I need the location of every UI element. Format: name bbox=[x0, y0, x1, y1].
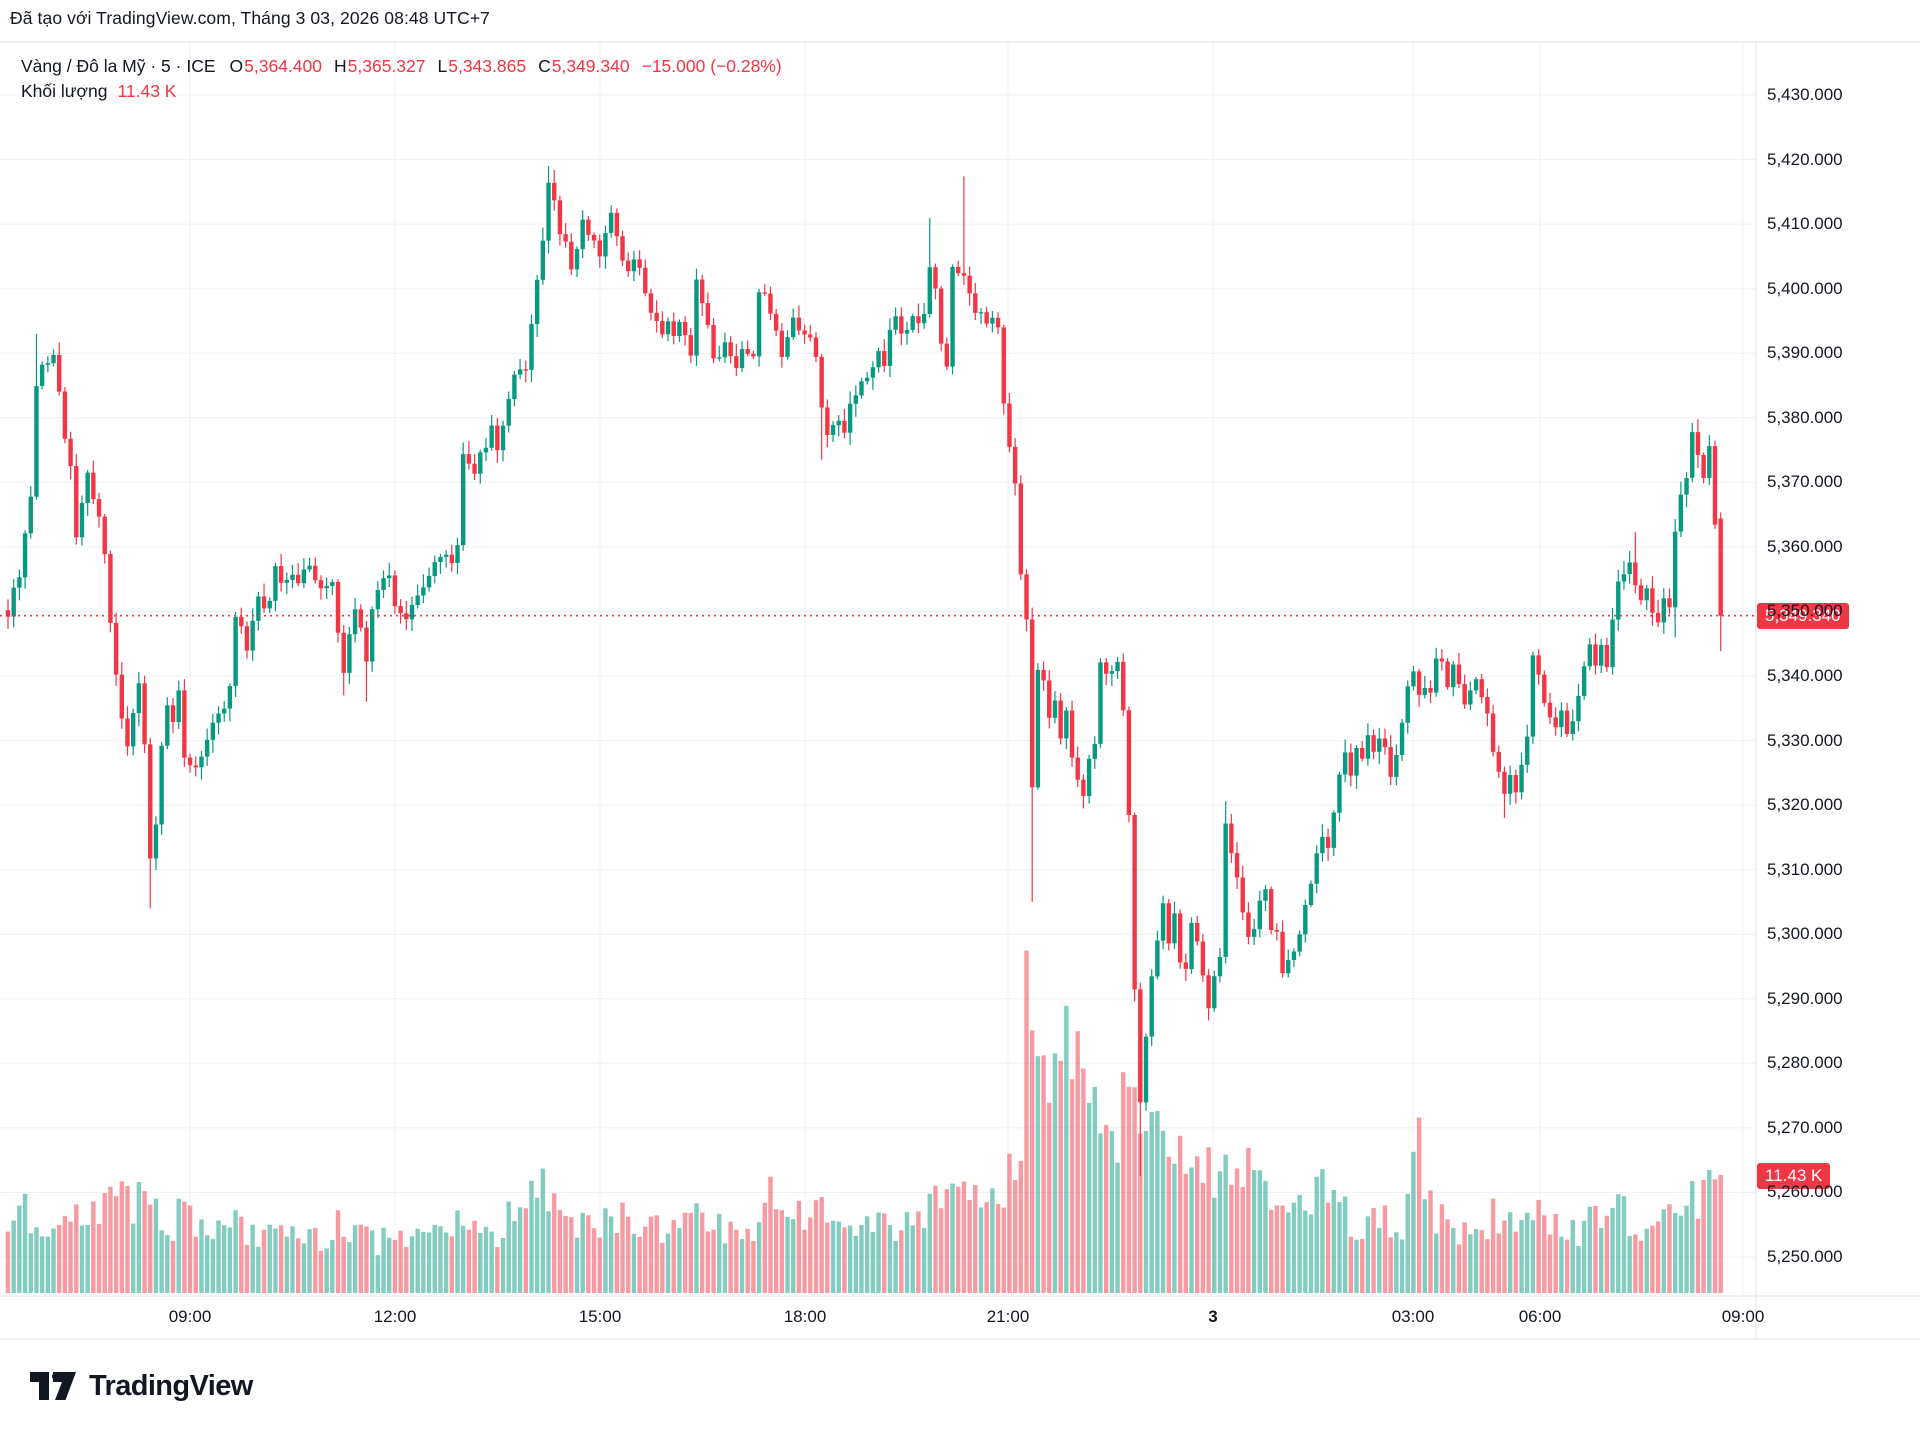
time-axis-label: 03:00 bbox=[1391, 1307, 1435, 1326]
price-axis-label: 5,330.000 bbox=[1767, 730, 1843, 750]
volume-badge: 11.43 K bbox=[1757, 1162, 1831, 1189]
ohlc-value: 5,364.400 bbox=[244, 56, 322, 76]
time-axis[interactable]: 09:00 12:00 15:00 18:00 21:00 3 03:00 06:00 09:0… bbox=[0, 1296, 1920, 1339]
time-axis-label: 3 bbox=[1208, 1307, 1218, 1326]
time-axis-label: 09:00 bbox=[168, 1307, 212, 1326]
legend-row-symbol: Vàng / Đô la Mỹ · 5 · ICE O5,364.400 H5,3… bbox=[21, 54, 782, 79]
price-axis-label: 5,270.000 bbox=[1767, 1117, 1843, 1137]
price-axis-label: 5,300.000 bbox=[1767, 924, 1843, 944]
price-axis-label: 5,390.000 bbox=[1767, 343, 1843, 363]
price-axis-label: 5,400.000 bbox=[1767, 278, 1843, 298]
tradingview-logo-icon bbox=[30, 1372, 76, 1400]
time-axis-label: 21:00 bbox=[986, 1307, 1030, 1326]
tradingview-logo[interactable]: TradingView bbox=[30, 1368, 253, 1404]
price-axis[interactable]: 5,349.340 11.43 K 5,430.000 5,420.000 5,41… bbox=[1756, 42, 1920, 1340]
price-axis-label: 5,340.000 bbox=[1767, 666, 1843, 685]
volume-value: 11.43 K bbox=[117, 81, 177, 101]
price-axis-label: 5,320.000 bbox=[1767, 795, 1843, 815]
time-axis-label: 18:00 bbox=[783, 1307, 827, 1326]
price-axis-label: 5,290.000 bbox=[1767, 988, 1843, 1008]
ohlc-key: L bbox=[437, 56, 448, 76]
footer: TradingView bbox=[30, 1368, 253, 1404]
symbol-title[interactable]: Vàng / Đô la Mỹ · 5 · ICE bbox=[21, 56, 216, 76]
chart-legend: Vàng / Đô la Mỹ · 5 · ICE O5,364.400 H5,3… bbox=[21, 54, 782, 104]
price-axis-label: 5,380.000 bbox=[1767, 407, 1843, 427]
ohlc-value: 5,365.327 bbox=[347, 56, 426, 76]
ohlc-value: 5,349.340 bbox=[551, 56, 630, 76]
time-axis-label: 09:00 bbox=[1721, 1307, 1765, 1326]
price-axis-label: 5,280.000 bbox=[1767, 1053, 1843, 1073]
time-axis-label: 15:00 bbox=[578, 1307, 622, 1326]
price-axis-label: 5,250.000 bbox=[1767, 1247, 1843, 1266]
last-price-badge: 5,349.340 bbox=[1757, 602, 1849, 629]
price-axis-label: 5,360.000 bbox=[1767, 536, 1843, 556]
volume-label[interactable]: Khối lượng bbox=[21, 81, 108, 101]
ohlc-key: O bbox=[229, 56, 244, 76]
watermark-text: Đã tạo với TradingView.com, Tháng 3 03, … bbox=[10, 8, 490, 28]
price-axis-label: 5,430.000 bbox=[1767, 85, 1843, 104]
price-axis-label: 5,350.000 bbox=[1767, 601, 1843, 621]
price-axis-label: 5,370.000 bbox=[1767, 472, 1843, 492]
price-axis-label: 5,260.000 bbox=[1767, 1182, 1843, 1202]
price-axis-label: 5,420.000 bbox=[1767, 149, 1843, 169]
price-axis-label: 5,310.000 bbox=[1767, 859, 1843, 879]
tradingview-logo-text: TradingView bbox=[89, 1369, 253, 1402]
price-axis-label: 5,410.000 bbox=[1767, 214, 1843, 234]
time-axis-label: 12:00 bbox=[373, 1307, 417, 1326]
ohlc-value: 5,343.865 bbox=[448, 56, 527, 76]
change-value: −15.000 (−0.28%) bbox=[641, 56, 782, 76]
ohlc-values: O5,364.400 H5,365.327 L5,343.865 C5,349.340 bbox=[230, 54, 642, 79]
legend-row-volume: Khối lượng 11.43 K bbox=[21, 79, 782, 104]
ohlc-key: C bbox=[538, 56, 551, 76]
ohlc-key: H bbox=[334, 56, 347, 76]
time-axis-label: 06:00 bbox=[1518, 1307, 1562, 1326]
